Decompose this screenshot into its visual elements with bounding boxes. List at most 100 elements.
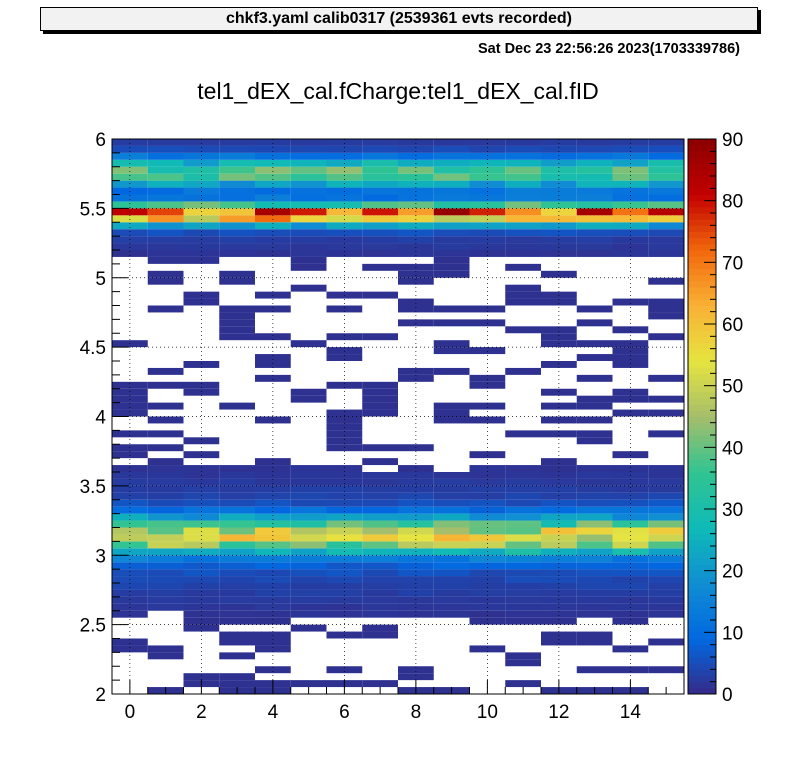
heatmap-cell [290, 159, 327, 167]
heatmap-cell [648, 222, 684, 230]
heatmap-cell [576, 492, 613, 500]
heatmap-cell [505, 187, 541, 195]
heatmap-cell [541, 458, 577, 466]
heatmap-cell [648, 208, 684, 216]
heatmap-cell [576, 555, 613, 563]
heatmap-cell [398, 180, 434, 188]
heatmap-cell [576, 589, 613, 597]
heatmap-cell [255, 215, 291, 223]
heatmap-cell [147, 465, 184, 472]
heatmap-cell [147, 541, 184, 549]
heatmap-cell [290, 236, 327, 244]
heatmap-cell [612, 409, 649, 417]
heatmap-cell [290, 492, 327, 500]
heatmap-cell [326, 250, 363, 257]
heatmap-cell [541, 270, 577, 278]
heatmap-cell [290, 250, 327, 257]
heatmap-cell [219, 243, 255, 250]
heatmap-cell [576, 527, 613, 535]
heatmap-cell [183, 485, 220, 493]
heatmap-cell [576, 159, 613, 167]
heatmap-cell [612, 152, 649, 160]
heatmap-cell [612, 298, 649, 306]
heatmap-cell [469, 166, 506, 174]
heatmap-cell [290, 548, 327, 556]
heatmap-cell [505, 472, 541, 479]
x-tick-label: 4 [268, 702, 279, 723]
heatmap-cell [433, 596, 470, 604]
heatmap-cell [505, 139, 541, 146]
heatmap-cell [147, 305, 184, 313]
heatmap-cell [505, 367, 541, 375]
heatmap-cell [398, 610, 434, 618]
heatmap-cell [326, 243, 363, 250]
heatmap-cell [326, 215, 363, 223]
heatmap-cell [541, 485, 577, 493]
heatmap-cell [505, 589, 541, 597]
heatmap-cell [362, 555, 398, 563]
heatmap-cell [147, 458, 184, 466]
heatmap-cell [576, 569, 613, 577]
heatmap-cell [147, 645, 184, 653]
heatmap-cell [112, 194, 148, 202]
heatmap-cell [433, 472, 470, 479]
y-tick-label: 3.5 [80, 477, 106, 498]
heatmap-cell [648, 555, 684, 563]
color-bar-segment [688, 287, 716, 294]
heatmap-cell [362, 624, 398, 632]
heatmap-cell [147, 402, 184, 410]
heatmap-cell [576, 430, 613, 438]
heatmap-cell [219, 485, 255, 493]
heatmap-cell [362, 201, 398, 209]
heatmap-cell [433, 506, 470, 514]
heatmap-cell [219, 555, 255, 563]
heatmap-cell [505, 159, 541, 167]
heatmap-cell [219, 652, 255, 660]
heatmap-cell [576, 534, 613, 542]
heatmap-cell [612, 596, 649, 604]
heatmap-cell [648, 187, 684, 195]
heatmap-cell [183, 610, 220, 618]
heatmap-cell [433, 541, 470, 549]
heatmap-cell [398, 465, 434, 472]
heatmap-cell [219, 326, 255, 334]
heatmap-cell [183, 222, 220, 230]
heatmap-cell [398, 485, 434, 493]
heatmap-cell [326, 589, 363, 597]
x-tick-label: 14 [620, 702, 642, 723]
heatmap-cell [362, 215, 398, 223]
heatmap-cell [362, 506, 398, 514]
heatmap-cell [255, 485, 291, 493]
color-bar-label: 90 [722, 130, 743, 151]
heatmap-cell [433, 263, 470, 271]
color-bar-segment [688, 398, 716, 405]
heatmap-cell [612, 201, 649, 209]
heatmap-cell [183, 513, 220, 521]
heatmap-cell [112, 201, 148, 209]
heatmap-cell [219, 333, 255, 341]
heatmap-cell [255, 541, 291, 549]
heatmap-cell [219, 499, 255, 507]
heatmap-cell [362, 513, 398, 521]
y-tick-label: 4 [95, 408, 106, 429]
heatmap-cell [433, 166, 470, 174]
heatmap-cell [326, 152, 363, 160]
heatmap-cell [398, 520, 434, 528]
heatmap-cell [541, 333, 577, 341]
heatmap-cell [326, 465, 363, 472]
heatmap-cell [362, 444, 398, 452]
heatmap-cell [398, 194, 434, 202]
heatmap-cell [219, 506, 255, 514]
heatmap-cell [648, 215, 684, 223]
color-bar-segment [688, 675, 716, 683]
heatmap-cell [612, 250, 649, 257]
heatmap-cell [541, 402, 577, 410]
heatmap-cell [505, 485, 541, 493]
heatmap-cell [541, 388, 577, 396]
heatmap-cell [183, 617, 220, 625]
heatmap-cell [469, 222, 506, 230]
heatmap-cell [469, 506, 506, 514]
heatmap-cell [505, 534, 541, 542]
heatmap-cell [541, 194, 577, 202]
heatmap-cell [255, 527, 291, 535]
